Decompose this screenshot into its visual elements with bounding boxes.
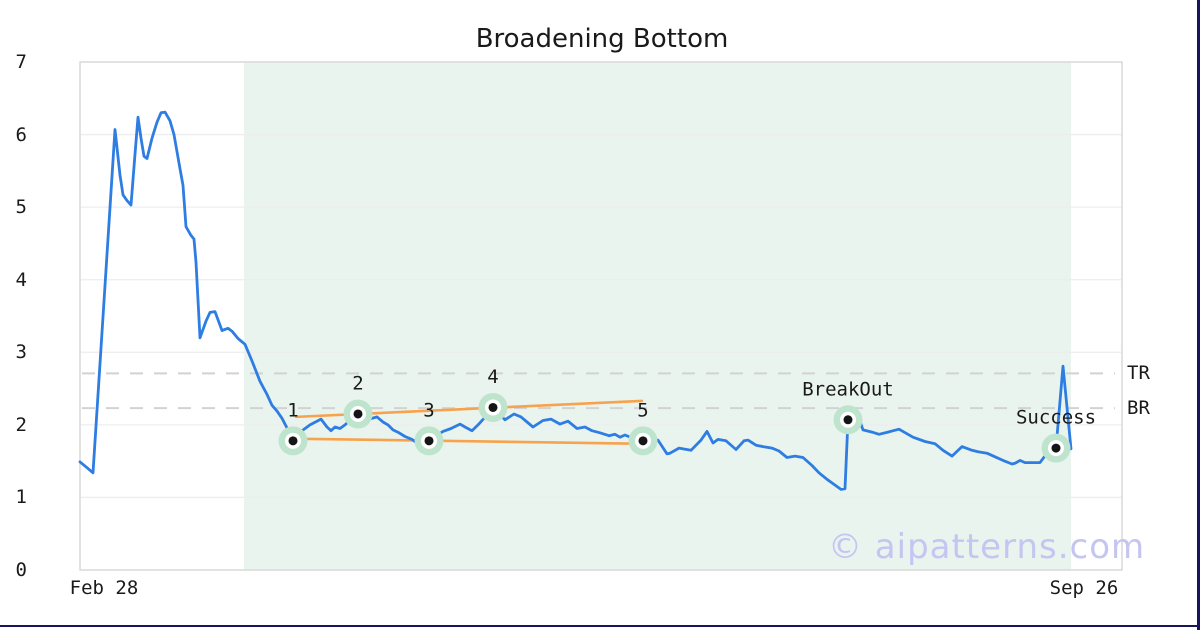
ref-line-label-tr: TR xyxy=(1127,362,1150,385)
marker-dot-1 xyxy=(288,436,298,446)
chart-title: Broadening Bottom xyxy=(475,24,729,54)
y-tick-label: 6 xyxy=(15,123,27,146)
x-tick-label-end: Sep 26 xyxy=(1049,577,1119,599)
y-tick-label: 5 xyxy=(15,196,27,219)
marker-label-2: 2 xyxy=(352,372,363,394)
y-tick-label: 0 xyxy=(15,559,27,581)
plot-border xyxy=(79,61,1123,571)
y-tick-label: 3 xyxy=(15,341,27,364)
y-tick-label: 1 xyxy=(15,486,27,509)
y-tick-label: 2 xyxy=(15,413,27,436)
frame-right-line xyxy=(1197,0,1200,630)
marker-label-1: 1 xyxy=(287,399,298,421)
marker-label-5: 5 xyxy=(637,399,648,421)
marker-dot-5 xyxy=(638,436,648,446)
ref-line-label-br: BR xyxy=(1127,397,1150,420)
watermark: © aipatterns.com xyxy=(828,527,1146,567)
marker-label-breakout: BreakOut xyxy=(802,378,894,400)
marker-dot-breakout xyxy=(843,415,853,425)
lower-broadening-trendline xyxy=(289,437,642,446)
y-tick-label: 4 xyxy=(15,268,27,291)
marker-dot-2 xyxy=(353,409,363,419)
marker-label-4: 4 xyxy=(487,366,498,388)
x-tick-label-start: Feb 28 xyxy=(69,577,139,599)
marker-dot-success xyxy=(1051,443,1061,453)
marker-dot-4 xyxy=(488,402,498,412)
y-tick-label: 7 xyxy=(15,51,27,73)
marker-label-success: Success xyxy=(1016,407,1096,429)
price-line xyxy=(78,110,1073,491)
marker-dot-3 xyxy=(424,436,434,446)
frame-bottom-line xyxy=(0,625,1200,627)
marker-label-3: 3 xyxy=(423,399,434,421)
pattern-region xyxy=(244,62,1071,570)
